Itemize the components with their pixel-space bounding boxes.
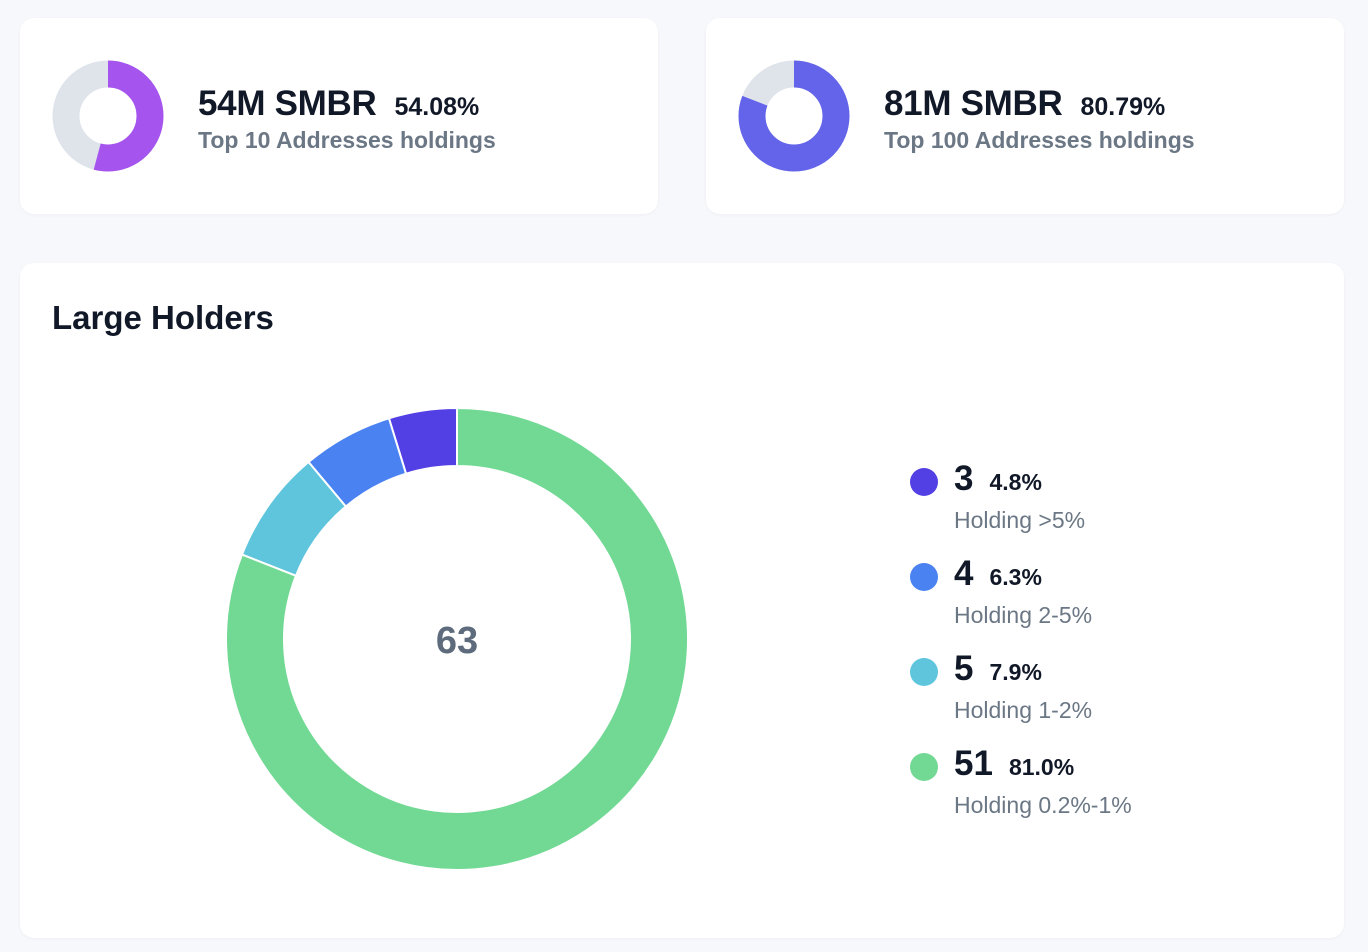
- legend-dot-icon: [910, 468, 938, 496]
- top10-donut-chart: [52, 60, 164, 172]
- donut-center-total: 63: [436, 620, 478, 662]
- top10-label: Top 10 Addresses holdings: [198, 127, 496, 153]
- legend-item-0-2-1: 51 81.0% Holding 0.2%-1%: [910, 744, 1310, 839]
- top10-percent: 54.08%: [394, 93, 480, 121]
- legend-count: 4: [954, 554, 974, 593]
- legend-item-2-5: 4 6.3% Holding 2-5%: [910, 554, 1310, 649]
- top100-amount: 81M SMBR: [884, 84, 1063, 123]
- legend-label: Holding >5%: [954, 507, 1086, 533]
- large-holders-title: Large Holders: [52, 299, 274, 336]
- top100-stat: 81M SMBR 80.79% Top 100 Addresses holdin…: [884, 84, 1195, 154]
- top10-stat: 54M SMBR 54.08% Top 10 Addresses holding…: [198, 84, 496, 154]
- top100-donut-fill: [738, 60, 850, 172]
- legend-dot-icon: [910, 563, 938, 591]
- legend-dot-icon: [910, 658, 938, 686]
- legend-label: Holding 2-5%: [954, 602, 1093, 628]
- top100-donut-chart: [738, 60, 850, 172]
- large-holders-card: Large Holders 63 3 4.8% Holding >5% 4 6.…: [20, 263, 1344, 938]
- large-holders-legend: 3 4.8% Holding >5% 4 6.3% Holding 2-5% 5…: [910, 459, 1310, 839]
- legend-count: 5: [954, 649, 974, 688]
- legend-item-over-5: 3 4.8% Holding >5%: [910, 459, 1310, 554]
- top100-percent: 80.79%: [1080, 93, 1166, 121]
- top10-amount: 54M SMBR: [198, 84, 377, 123]
- legend-percent: 6.3%: [989, 564, 1042, 590]
- large-holders-donut-chart: 63: [225, 406, 689, 871]
- legend-percent: 81.0%: [1008, 754, 1075, 780]
- top100-label: Top 100 Addresses holdings: [884, 127, 1195, 153]
- legend-percent: 4.8%: [989, 469, 1042, 495]
- legend-count: 3: [954, 459, 974, 498]
- legend-count: 51: [954, 744, 993, 783]
- top100-holdings-card: 81M SMBR 80.79% Top 100 Addresses holdin…: [706, 18, 1344, 214]
- legend-item-1-2: 5 7.9% Holding 1-2%: [910, 649, 1310, 744]
- legend-dot-icon: [910, 753, 938, 781]
- legend-label: Holding 0.2%-1%: [954, 792, 1132, 818]
- legend-label: Holding 1-2%: [954, 697, 1093, 723]
- legend-percent: 7.9%: [989, 659, 1042, 685]
- donut-slice-3: [225, 406, 689, 871]
- top10-donut-fill: [52, 60, 164, 172]
- top10-holdings-card: 54M SMBR 54.08% Top 10 Addresses holding…: [20, 18, 658, 214]
